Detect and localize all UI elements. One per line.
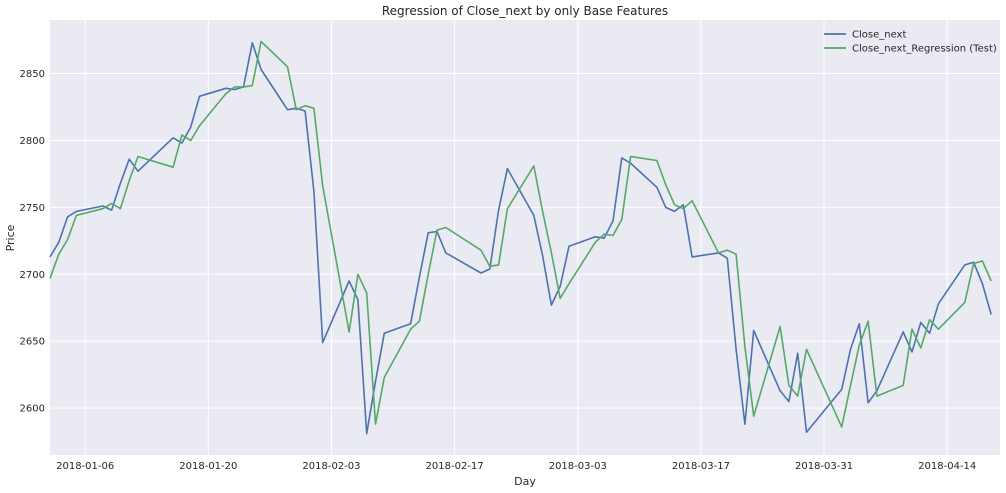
y-tick-label: 2650 [20, 337, 45, 348]
x-tick-label: 2018-03-17 [672, 461, 730, 472]
y-tick-label: 2600 [20, 404, 45, 415]
series-lines [49, 40, 992, 435]
x-tick-label: 2018-01-20 [179, 461, 237, 472]
x-axis-ticks: 2018-01-06 2018-01-20 2018-02-03 2018-02-17… [56, 461, 976, 472]
series-line-1 [49, 40, 992, 428]
x-axis-label: Day [514, 475, 536, 488]
x-tick-label: 2018-02-17 [426, 461, 484, 472]
gridlines [50, 20, 1000, 455]
y-tick-label: 2750 [20, 203, 45, 214]
x-tick-label: 2018-03-31 [795, 461, 853, 472]
y-axis-label: Price [4, 224, 17, 251]
legend-entry: Close_next_Regression (Test) [852, 44, 997, 55]
plot-area [50, 20, 1000, 455]
x-tick-label: 2018-02-03 [302, 461, 360, 472]
x-tick-label: 2018-04-14 [918, 461, 976, 472]
y-tick-label: 2850 [20, 69, 45, 80]
chart-title: Regression of Close_next by only Base Fe… [382, 4, 668, 18]
legend-entry: Close_next [852, 30, 906, 41]
y-tick-label: 2800 [20, 136, 45, 147]
legend: Close_next Close_next_Regression (Test) [824, 30, 997, 55]
x-tick-label: 2018-03-03 [549, 461, 607, 472]
series-line-0 [49, 41, 992, 435]
x-tick-label: 2018-01-06 [56, 461, 114, 472]
y-tick-label: 2700 [20, 270, 45, 281]
y-axis-ticks: 2600 2650 2700 2750 2800 2850 [20, 69, 45, 415]
